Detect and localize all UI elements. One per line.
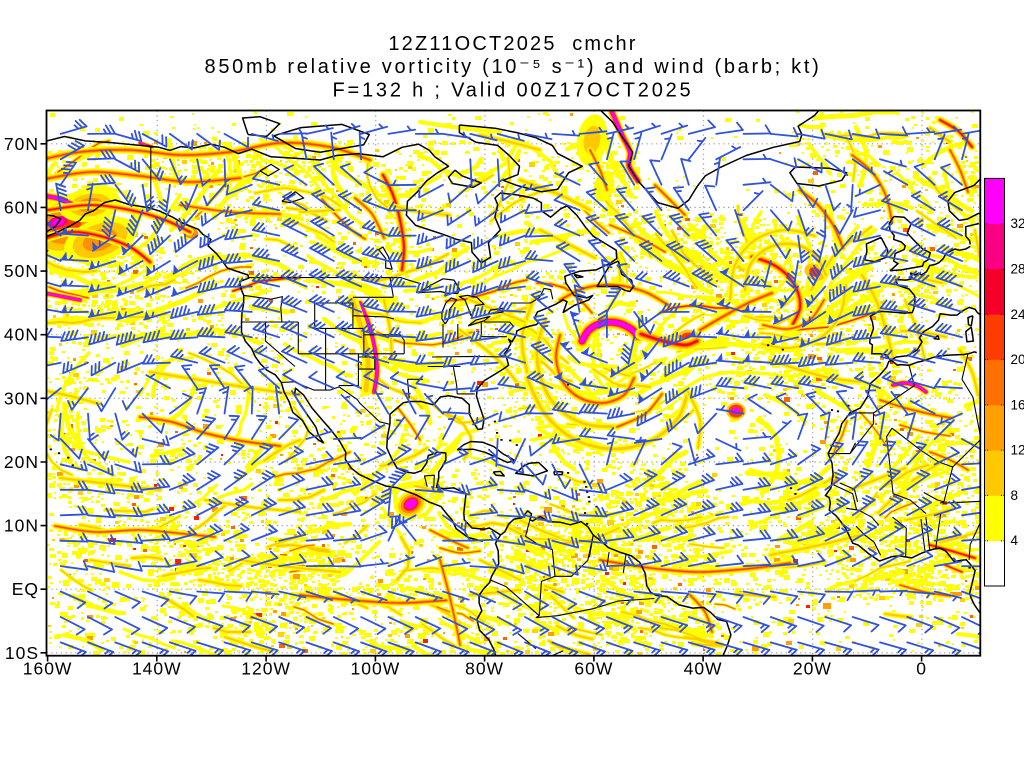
svg-text:20N: 20N [4,452,39,472]
svg-text:40N: 40N [4,325,39,345]
svg-text:12Z11OCT2025 cmchr: 12Z11OCT2025 cmchr [388,33,637,55]
svg-text:80W: 80W [465,659,504,679]
svg-text:70N: 70N [4,134,39,154]
svg-text:16: 16 [1011,397,1024,412]
svg-text:140W: 140W [132,659,182,679]
svg-text:100W: 100W [351,659,401,679]
svg-text:50N: 50N [4,261,39,281]
svg-text:EQ: EQ [12,579,39,599]
svg-text:4: 4 [1011,533,1019,548]
svg-text:60W: 60W [574,659,613,679]
svg-text:20W: 20W [793,659,832,679]
svg-text:28: 28 [1011,262,1024,277]
svg-text:10S: 10S [5,643,39,663]
svg-text:24: 24 [1011,307,1024,322]
svg-text:40W: 40W [684,659,723,679]
svg-text:8: 8 [1011,488,1019,503]
svg-text:0: 0 [916,659,927,679]
svg-text:12: 12 [1011,443,1024,458]
svg-text:850mb relative vorticity (10⁻⁵: 850mb relative vorticity (10⁻⁵ s⁻¹) and … [205,56,822,78]
svg-text:160W: 160W [23,659,73,679]
svg-text:10N: 10N [4,516,39,536]
svg-text:60N: 60N [4,197,39,217]
svg-text:20: 20 [1011,352,1024,367]
svg-text:30N: 30N [4,388,39,408]
svg-text:120W: 120W [241,659,291,679]
svg-text:F=132 h ; Valid 00Z17OCT2025: F=132 h ; Valid 00Z17OCT2025 [333,80,694,102]
svg-text:32: 32 [1011,216,1024,231]
